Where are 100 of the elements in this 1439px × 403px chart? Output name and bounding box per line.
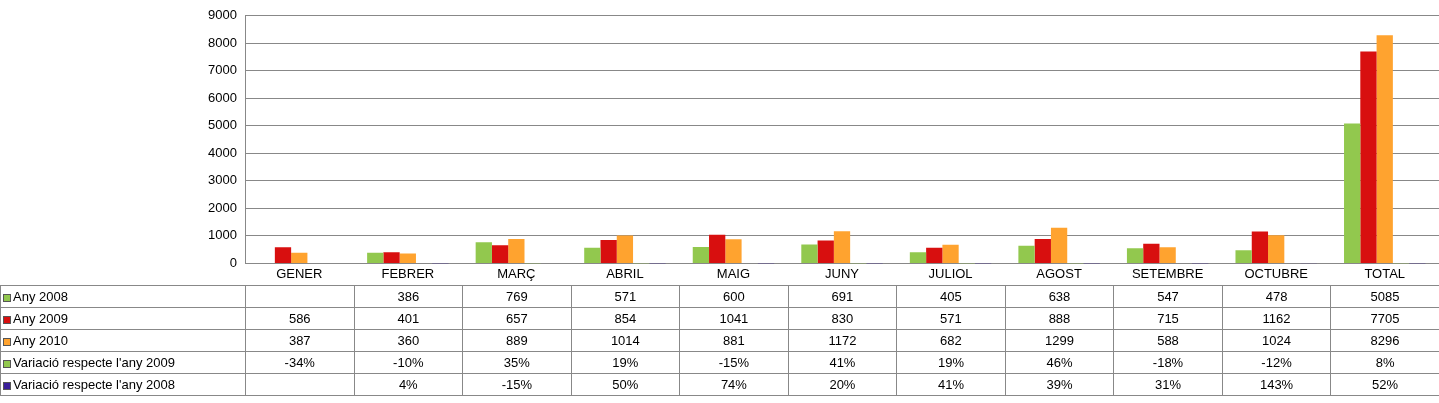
x-tick-label: ABRIL xyxy=(606,265,644,281)
data-label: 682 xyxy=(896,329,1006,352)
data-label: 571 xyxy=(571,285,680,308)
x-tick-label: MARÇ xyxy=(497,265,536,281)
bar xyxy=(367,252,384,263)
data-label: 19% xyxy=(896,351,1006,374)
data-label: 41% xyxy=(896,373,1006,396)
x-tick-label: AGOST xyxy=(1036,265,1082,281)
data-label: 19% xyxy=(571,351,680,374)
data-label: 4% xyxy=(354,373,463,396)
bar xyxy=(1360,51,1377,263)
bar xyxy=(584,247,601,263)
bar xyxy=(1159,247,1176,263)
bar xyxy=(1235,250,1252,263)
bar xyxy=(475,242,492,263)
bar xyxy=(291,252,308,263)
data-label: 39% xyxy=(1005,373,1114,396)
bar xyxy=(399,253,416,263)
bar xyxy=(1018,245,1035,263)
bar xyxy=(909,252,927,263)
bar xyxy=(1376,35,1393,263)
text: -18% xyxy=(1152,355,1184,370)
bar xyxy=(725,239,742,263)
y-tick-label: 9000 xyxy=(208,7,237,23)
y-tick-label: 6000 xyxy=(208,89,237,105)
bar xyxy=(383,252,400,263)
x-tick-label: TOTAL xyxy=(1364,265,1406,281)
data-label: 405 xyxy=(896,285,1006,308)
bar xyxy=(801,244,818,263)
bar xyxy=(1268,235,1285,263)
y-tick-label: 1000 xyxy=(208,227,237,243)
data-label: 46% xyxy=(1005,351,1114,374)
data-label: 52% xyxy=(1330,373,1439,396)
data-label: 5085 xyxy=(1330,285,1439,308)
bar xyxy=(926,247,943,263)
legend-label: Variació respecte l'any 2008 xyxy=(0,373,246,396)
data-label: 8296 xyxy=(1330,329,1439,352)
data-label: 41% xyxy=(788,351,897,374)
y-tick-label: 0 xyxy=(229,254,237,270)
x-tick-label: FEBRER xyxy=(381,265,435,281)
bar xyxy=(709,234,726,263)
legend-label: Any 2008 xyxy=(0,285,246,308)
data-label: 1041 xyxy=(679,307,789,330)
bar xyxy=(942,244,959,263)
data-label: 1299 xyxy=(1005,329,1114,352)
data-label: 571 xyxy=(896,307,1006,330)
bar xyxy=(1344,123,1361,263)
data-label: 8% xyxy=(1330,351,1439,374)
text: -15% xyxy=(718,355,750,370)
data-label: 387 xyxy=(245,329,355,352)
legend-label: Variació respecte l'any 2009 xyxy=(0,351,246,374)
bar xyxy=(508,238,525,263)
data-label: 50% xyxy=(571,373,680,396)
data-label: 600 xyxy=(679,285,789,308)
legend-label: Any 2010 xyxy=(0,329,246,352)
data-label: 657 xyxy=(462,307,572,330)
x-tick-label: OCTUBRE xyxy=(1244,265,1309,281)
data-label: 386 xyxy=(354,285,463,308)
bar xyxy=(1251,231,1269,263)
y-tick-label: 2000 xyxy=(208,199,237,215)
data-label: 35% xyxy=(462,351,572,374)
data-label: 7705 xyxy=(1330,307,1439,330)
data-label: 74% xyxy=(679,373,789,396)
data-label: 588 xyxy=(1113,329,1223,352)
data-label: 360 xyxy=(354,329,463,352)
data-label: 769 xyxy=(462,285,572,308)
bar xyxy=(274,247,292,263)
data-label: 881 xyxy=(679,329,789,352)
bar xyxy=(1126,248,1144,263)
legend-label: Any 2009 xyxy=(0,307,246,330)
data-label: 1172 xyxy=(788,329,897,352)
bar xyxy=(692,246,710,263)
y-tick-label: 3000 xyxy=(208,172,237,188)
bar xyxy=(616,235,634,263)
data-label: 547 xyxy=(1113,285,1223,308)
bar xyxy=(833,231,851,263)
y-tick-label: 5000 xyxy=(208,117,237,133)
data-label: 1162 xyxy=(1222,307,1331,330)
y-tick-label: 4000 xyxy=(208,144,237,160)
x-tick-label: MAIG xyxy=(716,265,751,281)
data-label: 888 xyxy=(1005,307,1114,330)
y-tick-label: 7000 xyxy=(208,62,237,78)
y-tick-label: 8000 xyxy=(208,34,237,50)
data-label: 715 xyxy=(1113,307,1223,330)
data-label: 31% xyxy=(1113,373,1223,396)
data-label: 20% xyxy=(788,373,897,396)
bar xyxy=(600,239,617,263)
data-label: 854 xyxy=(571,307,680,330)
text: -12% xyxy=(1261,355,1292,370)
bar xyxy=(491,245,509,263)
bar xyxy=(1034,238,1051,263)
data-label: 478 xyxy=(1222,285,1331,308)
data-label: 1024 xyxy=(1222,329,1331,352)
x-tick-label: SETEMBRE xyxy=(1131,265,1204,281)
data-label: 1014 xyxy=(571,329,680,352)
x-tick-label: JULIOL xyxy=(928,265,973,281)
bar xyxy=(1143,243,1160,263)
x-tick-label: GENER xyxy=(276,265,323,281)
data-label: 401 xyxy=(354,307,463,330)
data-label: 638 xyxy=(1005,285,1114,308)
